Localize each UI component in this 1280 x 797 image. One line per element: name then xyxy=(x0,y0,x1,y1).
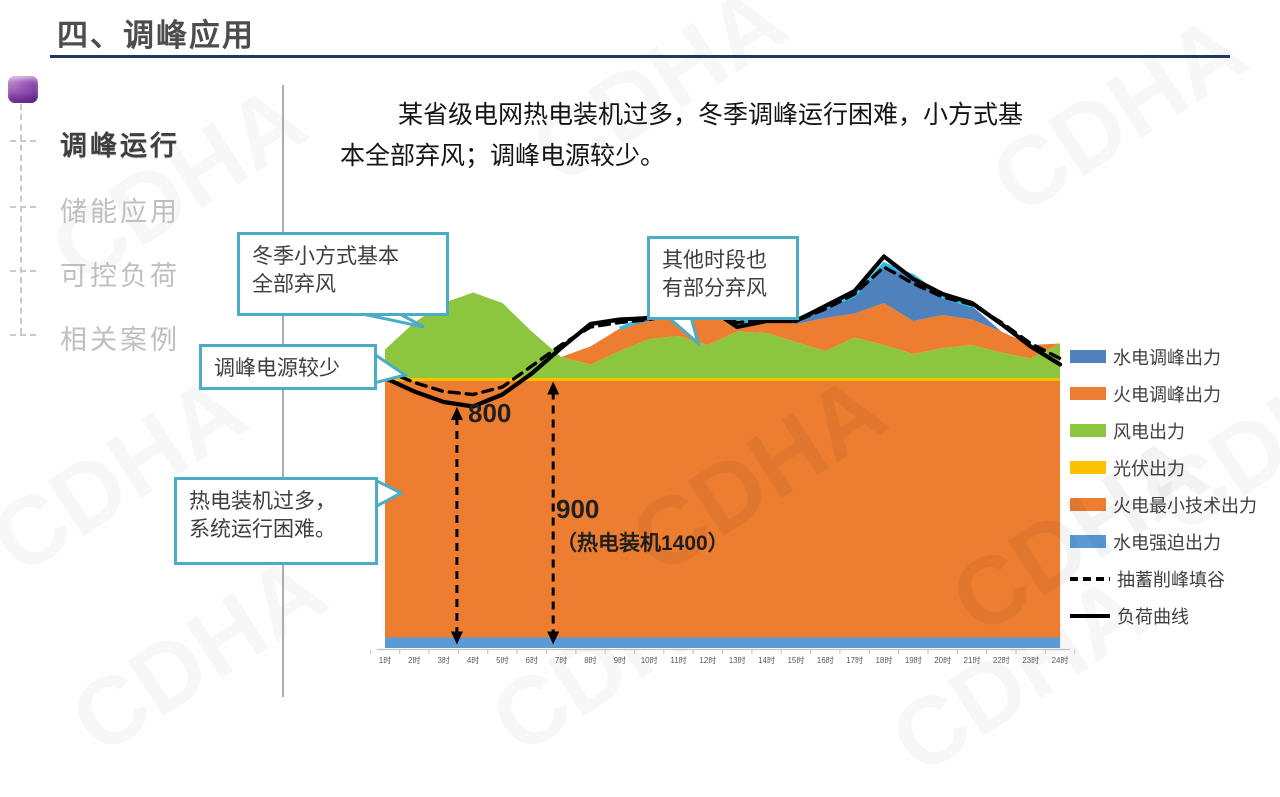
annotation-900-note: （热电装机1400） xyxy=(556,532,729,555)
x-axis-label: 21时 xyxy=(964,655,981,665)
intro-paragraph: 某省级电网热电装机过多，冬季调峰运行困难，小方式基 本全部弃风；调峰电源较少。 xyxy=(340,96,1240,177)
sidebar-dash-tick xyxy=(10,334,36,336)
x-axis-label: 4时 xyxy=(467,655,479,665)
x-axis-label: 14时 xyxy=(758,655,775,665)
sidebar-connector-line xyxy=(20,104,22,334)
legend-swatch xyxy=(1070,424,1106,437)
area-水电强迫出力 xyxy=(385,637,1061,648)
legend-label: 抽蓄削峰填谷 xyxy=(1117,569,1225,590)
callout-other-period-curtailment: 其他时段也 有部分弃风 xyxy=(647,236,799,320)
x-axis-label: 5时 xyxy=(496,655,508,665)
peak-shaving-chart: 1时 2时 3时 4时 5时 6时 7时 8时 9时 10时 11时 12时 13时 14时 15时 16时 1… xyxy=(370,254,1076,665)
sidebar-item-1[interactable]: 调峰运行 xyxy=(60,131,180,161)
callout-text: 全部弃风 xyxy=(252,273,336,297)
legend-item-8: 负荷曲线 xyxy=(1070,597,1257,634)
x-axis-label: 3时 xyxy=(437,655,449,665)
title-rule xyxy=(50,55,1230,58)
x-axis-label: 12时 xyxy=(699,655,716,665)
x-axis-label: 10时 xyxy=(641,655,658,665)
x-axis-label: 20时 xyxy=(934,655,951,665)
annotation-900: 900 （热电装机1400） xyxy=(556,494,729,557)
callout-text: 其他时段也 xyxy=(662,249,767,272)
x-axis-label: 8时 xyxy=(584,655,596,665)
vertical-divider xyxy=(282,85,284,697)
arrowhead-up xyxy=(547,381,560,395)
legend-swatch xyxy=(1070,350,1106,363)
area-光伏出力 xyxy=(385,378,1061,381)
arrowhead-up xyxy=(450,407,463,420)
x-axis-label: 23时 xyxy=(1022,655,1039,665)
page-title: 四、调峰应用 xyxy=(57,18,255,53)
callout-text: 热电装机过多， xyxy=(189,490,336,513)
x-axis-label: 15时 xyxy=(787,655,804,665)
legend-label: 火电最小技术出力 xyxy=(1113,495,1257,516)
legend-label: 负荷曲线 xyxy=(1117,606,1189,627)
callout-too-much-chp: 热电装机过多， 系统运行困难。 xyxy=(174,477,378,565)
sidebar-dash-tick xyxy=(10,206,36,208)
legend-label: 火电调峰出力 xyxy=(1113,384,1221,405)
sidebar-item-2[interactable]: 储能应用 xyxy=(60,197,180,227)
callout-winter-curtailment: 冬季小方式基本 全部弃风 xyxy=(237,232,449,316)
sidebar-dash-tick xyxy=(10,270,36,272)
x-axis-label: 16时 xyxy=(817,655,834,665)
legend-swatch xyxy=(1070,498,1106,511)
legend-item-7: 抽蓄削峰填谷 xyxy=(1070,560,1257,597)
legend-label: 风电出力 xyxy=(1113,421,1185,442)
watermark-text: CDHA xyxy=(52,533,344,776)
legend-line-sample xyxy=(1070,576,1110,581)
x-axis-label: 11时 xyxy=(670,655,686,665)
legend-item-5: 火电最小技术出力 xyxy=(1070,486,1257,523)
legend-swatch xyxy=(1070,461,1106,474)
sidebar-item-4[interactable]: 相关案例 xyxy=(60,325,180,355)
x-axis-label: 24时 xyxy=(1052,655,1069,665)
legend-label: 水电调峰出力 xyxy=(1113,347,1221,368)
intro-line-1: 某省级电网热电装机过多，冬季调峰运行困难，小方式基 xyxy=(398,102,1024,129)
legend-item-6: 水电强迫出力 xyxy=(1070,523,1257,560)
purple-gem-icon xyxy=(8,76,38,103)
x-axis-label: 7时 xyxy=(555,655,567,665)
arrowhead-down xyxy=(450,631,463,645)
annotation-800: 800 xyxy=(468,398,512,428)
legend-line-sample xyxy=(1070,613,1110,618)
callout-text: 冬季小方式基本 xyxy=(252,245,399,268)
x-axis-label: 17时 xyxy=(846,655,863,665)
area-火电调峰出力 xyxy=(385,292,1061,365)
x-axis-label: 19时 xyxy=(905,655,922,665)
callout-text: 有部分弃风 xyxy=(662,277,767,301)
callout-few-peaking-sources: 调峰电源较少 xyxy=(199,344,377,390)
area-水电调峰出力 xyxy=(385,264,1061,357)
x-axis-label: 22时 xyxy=(993,655,1010,665)
x-axis-label: 9时 xyxy=(614,655,626,665)
x-axis-label: 2时 xyxy=(408,655,420,665)
callout-text: 调峰电源较少 xyxy=(214,357,340,380)
legend-label: 光伏出力 xyxy=(1113,458,1185,479)
legend-item-3: 风电出力 xyxy=(1070,412,1257,449)
area-火电最小技术出力 xyxy=(385,381,1061,638)
legend-item-2: 火电调峰出力 xyxy=(1070,375,1257,412)
x-axis-label: 13时 xyxy=(729,655,746,665)
legend-label: 水电强迫出力 xyxy=(1113,532,1221,553)
chart-legend: 水电调峰出力 火电调峰出力 风电出力光伏出力火电最小技术出力 水电强迫出力抽蓄削峰填谷… xyxy=(1070,338,1257,634)
legend-item-4: 光伏出力 xyxy=(1070,449,1257,486)
annotation-900-value: 900 xyxy=(556,494,600,524)
legend-swatch xyxy=(1070,535,1106,548)
x-axis-label: 6时 xyxy=(526,655,538,665)
legend-item-1: 水电调峰出力 xyxy=(1070,338,1257,375)
intro-line-2: 本全部弃风；调峰电源较少。 xyxy=(340,142,666,170)
callout-text: 系统运行困难。 xyxy=(189,518,336,542)
arrowhead-down xyxy=(547,631,560,645)
sidebar-item-3[interactable]: 可控负荷 xyxy=(60,261,180,291)
legend-swatch xyxy=(1070,387,1106,400)
x-axis-label: 1时 xyxy=(379,655,391,665)
x-axis-label: 18时 xyxy=(875,655,892,665)
sidebar-dash-tick xyxy=(10,140,36,142)
